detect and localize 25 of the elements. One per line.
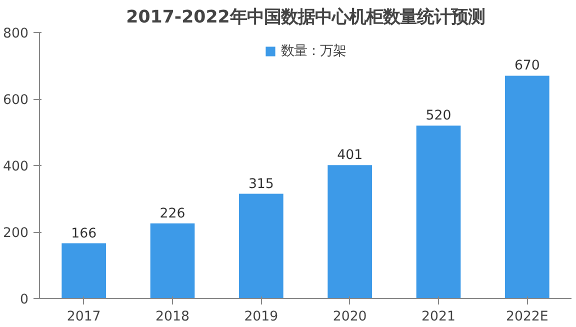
x-tick-label: 2018 (156, 310, 190, 324)
bar (416, 126, 461, 298)
data-label: 670 (514, 58, 540, 74)
bar (328, 165, 372, 298)
bar (150, 223, 195, 298)
bar (239, 194, 284, 298)
data-label: 166 (71, 226, 97, 242)
data-label: 315 (248, 176, 274, 192)
bar (505, 76, 550, 298)
x-tick-label: 2019 (244, 310, 278, 324)
y-tick-label: 0 (20, 292, 29, 308)
y-tick-label: 600 (3, 93, 29, 108)
data-label: 520 (426, 108, 452, 124)
y-tick-label: 400 (3, 160, 29, 174)
x-tick-label: 2021 (422, 310, 456, 324)
legend-label: 数量：万架 (281, 42, 346, 60)
x-tick-label: 2017 (66, 310, 101, 324)
y-tick-label: 800 (3, 26, 29, 42)
bar (62, 243, 106, 298)
x-tick-label: 2020 (332, 310, 367, 324)
chart-title: 2017-2022年中国数据中心机柜数量统计预测 (126, 8, 485, 28)
data-label: 401 (337, 148, 363, 164)
y-tick-label: 200 (3, 226, 29, 241)
x-tick-label: 2022E (506, 310, 548, 324)
data-label: 226 (160, 206, 186, 222)
